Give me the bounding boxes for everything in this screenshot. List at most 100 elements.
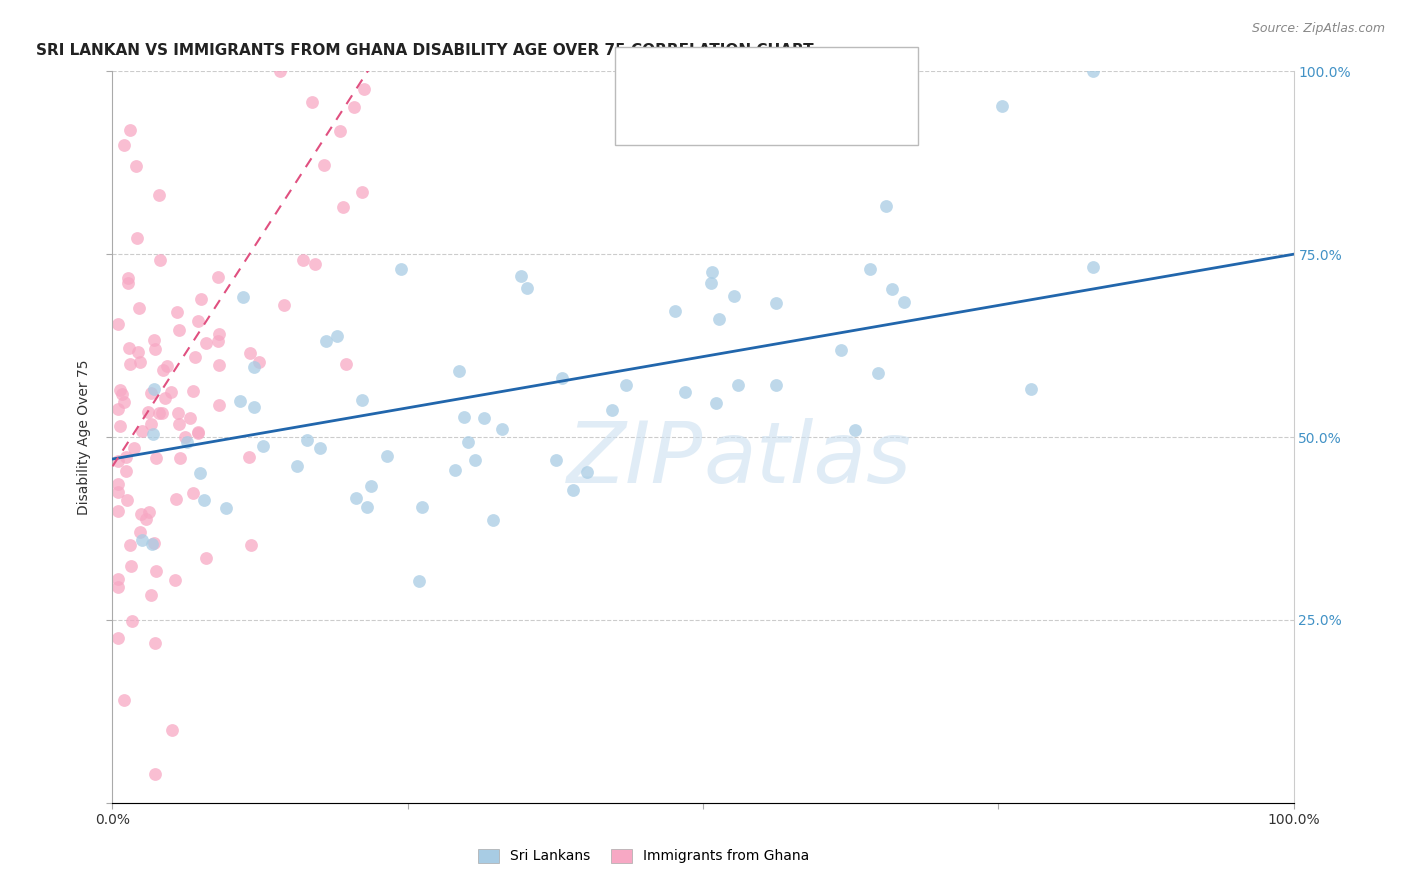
Point: [150, 406, 173, 420]
Point: [143, 766, 166, 780]
Point: [107, 402, 129, 417]
Point: [179, 411, 201, 425]
Point: [128, 301, 150, 315]
Point: [108, 383, 131, 397]
Point: [131, 424, 153, 438]
Y-axis label: Disability Age Over 75: Disability Age Over 75: [77, 359, 91, 515]
Point: [893, 294, 915, 309]
Point: [190, 292, 212, 306]
Point: [356, 500, 378, 515]
Point: [117, 341, 139, 355]
Point: [360, 479, 382, 493]
Point: [727, 377, 749, 392]
Point: [112, 137, 135, 152]
Point: [353, 81, 375, 95]
Text: 0.188: 0.188: [730, 112, 778, 127]
Point: [447, 364, 470, 378]
Point: [148, 406, 170, 420]
Text: 96: 96: [846, 112, 868, 127]
Point: [481, 512, 503, 526]
Point: [160, 723, 183, 737]
Text: 64: 64: [846, 62, 868, 78]
Point: [107, 572, 129, 586]
Point: [167, 406, 190, 420]
Point: [195, 335, 218, 350]
Point: [575, 465, 598, 479]
Point: [207, 270, 229, 285]
Point: [472, 411, 495, 425]
Point: [208, 327, 231, 342]
Point: [107, 504, 129, 518]
Point: [181, 486, 204, 500]
Point: [136, 404, 159, 418]
Point: [125, 231, 148, 245]
Point: [124, 442, 146, 456]
Text: Source: ZipAtlas.com: Source: ZipAtlas.com: [1251, 22, 1385, 36]
Point: [143, 382, 166, 396]
Point: [329, 124, 352, 138]
Point: [187, 425, 209, 439]
Point: [991, 99, 1014, 113]
Point: [152, 363, 174, 377]
Text: SRI LANKAN VS IMMIGRANTS FROM GHANA DISABILITY AGE OVER 75 CORRELATION CHART: SRI LANKAN VS IMMIGRANTS FROM GHANA DISA…: [35, 43, 813, 58]
Point: [145, 450, 167, 465]
Point: [117, 271, 139, 285]
Point: [239, 538, 262, 552]
Point: [444, 463, 467, 477]
Point: [377, 449, 399, 463]
Point: [107, 580, 129, 594]
Point: [243, 400, 266, 414]
Point: [516, 281, 538, 295]
Point: [614, 378, 637, 392]
Point: [1019, 382, 1042, 396]
Point: [129, 524, 152, 539]
Point: [181, 384, 204, 398]
Point: [167, 323, 190, 337]
Point: [344, 491, 367, 505]
Point: [118, 538, 141, 552]
Point: [118, 357, 141, 371]
Point: [176, 434, 198, 449]
Point: [139, 588, 162, 602]
Point: [875, 199, 897, 213]
Point: [165, 491, 187, 506]
Point: [510, 269, 533, 284]
Point: [115, 450, 138, 465]
Point: [131, 507, 153, 521]
Point: [141, 386, 163, 401]
Point: [765, 295, 787, 310]
Legend: Sri Lankans, Immigrants from Ghana: Sri Lankans, Immigrants from Ghana: [472, 843, 815, 869]
Point: [143, 342, 166, 356]
Point: [142, 427, 165, 442]
Point: [464, 453, 486, 467]
Point: [207, 334, 229, 348]
Point: [704, 396, 727, 410]
Point: [304, 258, 326, 272]
Point: [169, 451, 191, 466]
Point: [207, 358, 229, 372]
Text: N =: N =: [797, 62, 831, 78]
Point: [859, 262, 882, 277]
Point: [107, 631, 129, 645]
Point: [187, 425, 209, 440]
Point: [700, 265, 723, 279]
Point: [143, 635, 166, 649]
Point: [453, 410, 475, 425]
Point: [107, 318, 129, 332]
Point: [120, 558, 142, 573]
Text: R =: R =: [679, 62, 713, 78]
Point: [273, 298, 295, 312]
FancyBboxPatch shape: [624, 53, 668, 87]
Point: [145, 564, 167, 578]
Point: [138, 505, 160, 519]
Point: [115, 492, 138, 507]
FancyBboxPatch shape: [624, 102, 668, 137]
Point: [269, 64, 291, 78]
Point: [107, 485, 129, 500]
Point: [215, 500, 238, 515]
Point: [247, 355, 270, 369]
Point: [457, 435, 479, 450]
Point: [108, 419, 131, 434]
FancyBboxPatch shape: [614, 46, 918, 145]
Point: [352, 392, 374, 407]
